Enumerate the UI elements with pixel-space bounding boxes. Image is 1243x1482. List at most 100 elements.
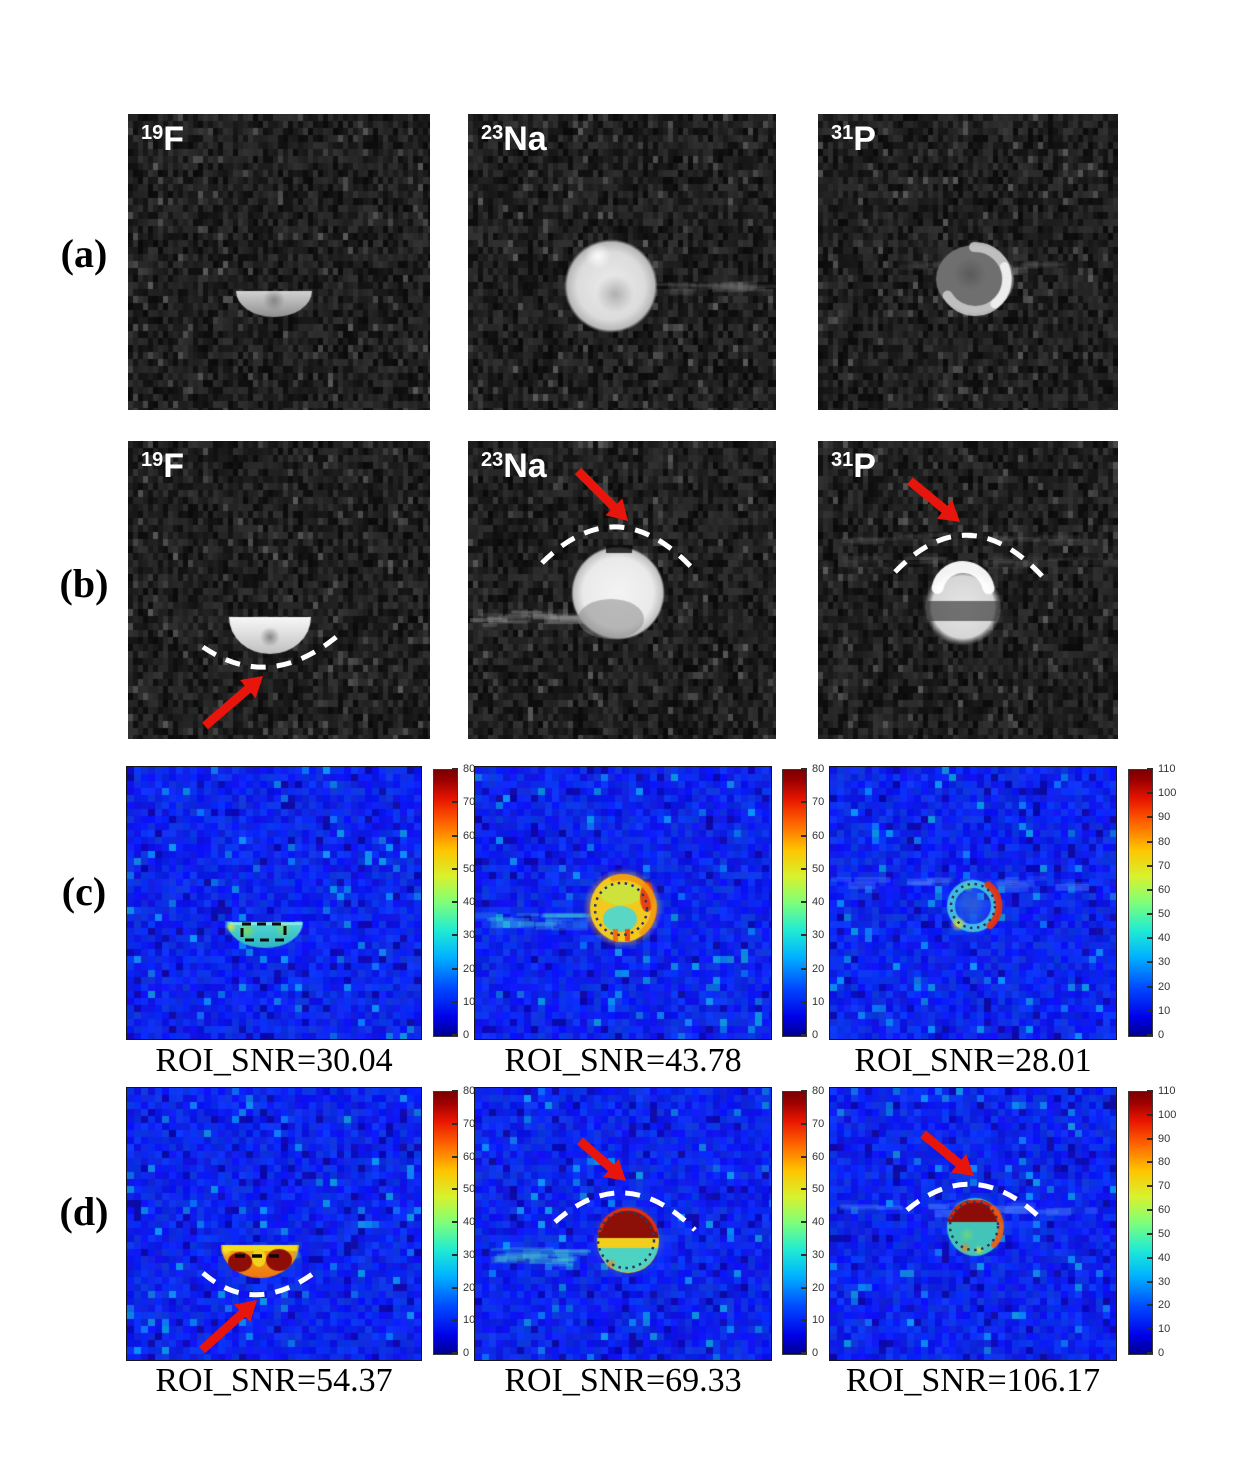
colorbar-tick-mark (1147, 1233, 1153, 1235)
colorbar-tick-mark (452, 801, 458, 803)
colorbar-tick-label: 70 (463, 796, 475, 808)
colorbar-tick-label: 50 (812, 863, 824, 875)
colorbar-tick-label: 0 (463, 1347, 469, 1359)
row-label-b: (b) (42, 560, 126, 607)
colorbar-tick-label: 0 (812, 1347, 818, 1359)
colorbar-tick-label: 100 (1158, 787, 1176, 799)
colorbar-tick-mark (1147, 1281, 1153, 1283)
snr-label: ROI_SNR=30.04 (104, 1042, 444, 1080)
isotope-label: 23Na (481, 122, 547, 156)
colorbar-tick-label: 10 (812, 996, 824, 1008)
colorbar-tick-label: 40 (812, 1216, 824, 1228)
colorbar-tick-label: 50 (463, 863, 475, 875)
colorbar-tick-mark (1147, 1114, 1153, 1116)
colorbar-tick-label: 40 (463, 1216, 475, 1228)
colorbar-tick-mark (452, 1156, 458, 1158)
mri-image-b-31p (818, 441, 1118, 739)
panel-a-31p: 31P (818, 114, 1118, 410)
colorbar-tick-label: 20 (1158, 981, 1170, 993)
colorbar-tick-label: 70 (812, 1118, 824, 1130)
colorbar-tick-label: 60 (1158, 884, 1170, 896)
colorbar-tick-mark (801, 1090, 807, 1092)
panel-a-19f: 19F (128, 114, 430, 410)
colorbar-tick-mark (452, 835, 458, 837)
colorbar-tick-mark (801, 901, 807, 903)
colorbar-tick-mark (452, 1352, 458, 1354)
colorbar-tick-mark (801, 1287, 807, 1289)
panel-b-23na: 23Na (468, 441, 776, 739)
colorbar-tick-mark (1147, 1185, 1153, 1187)
snr-map-d-31p (830, 1088, 1116, 1360)
colorbar-gradient (782, 769, 807, 1037)
colorbar-tick-label: 20 (1158, 1299, 1170, 1311)
colorbar-tick-mark (452, 1221, 458, 1223)
colorbar-tick-label: 10 (463, 1314, 475, 1326)
snr-map-c-31p (830, 767, 1116, 1039)
panel-b-31p: 31P (818, 441, 1118, 739)
colorbar-tick-mark (1147, 913, 1153, 915)
mri-image-b-23na (468, 441, 776, 739)
panel-c-31p (830, 767, 1116, 1039)
colorbar-tick-mark (1147, 1328, 1153, 1330)
colorbar-tick-mark (1147, 1090, 1153, 1092)
colorbar-tick-label: 30 (1158, 956, 1170, 968)
colorbar-tick-mark (452, 868, 458, 870)
colorbar-tick-mark (1147, 841, 1153, 843)
colorbar-tick-mark (452, 768, 458, 770)
colorbar-tick-label: 50 (1158, 1228, 1170, 1240)
isotope-label: 19F (141, 449, 184, 483)
colorbar-tick-label: 0 (1158, 1347, 1164, 1359)
colorbar-tick-label: 20 (463, 1282, 475, 1294)
colorbar-tick-mark (801, 1319, 807, 1321)
snr-label: ROI_SNR=43.78 (453, 1042, 793, 1080)
colorbar-tick-mark (801, 1123, 807, 1125)
isotope-symbol: Na (503, 120, 546, 158)
snr-label: ROI_SNR=54.37 (104, 1362, 444, 1400)
snr-map-d-23na (475, 1088, 771, 1360)
colorbar-tick-mark (801, 1254, 807, 1256)
colorbar-tick-mark (1147, 1209, 1153, 1211)
colorbar-tick-mark (1147, 1352, 1153, 1354)
isotope-symbol: P (853, 447, 876, 485)
colorbar-tick-mark (452, 1090, 458, 1092)
colorbar-tick-mark (452, 1254, 458, 1256)
figure: (a) 19F 23Na 31P (b) 19F 23Na 31P (c) 0 10 20 30 40 50… (0, 0, 1243, 1482)
colorbar-tick-mark (801, 868, 807, 870)
colorbar-tick-mark (801, 1034, 807, 1036)
colorbar-tick-mark (1147, 1257, 1153, 1259)
colorbar-tick-mark (1147, 889, 1153, 891)
snr-label: ROI_SNR=69.33 (453, 1362, 793, 1400)
colorbar-tick-label: 20 (463, 963, 475, 975)
panel-c-23na (475, 767, 771, 1039)
snr-label: ROI_SNR=106.17 (803, 1362, 1143, 1400)
colorbar-tick-label: 100 (1158, 1109, 1176, 1121)
colorbar-gradient (1128, 1091, 1153, 1355)
colorbar-tick-label: 0 (1158, 1029, 1164, 1041)
panel-d-23na (475, 1088, 771, 1360)
colorbar-tick-label: 50 (1158, 908, 1170, 920)
colorbar-tick-label: 110 (1158, 1085, 1176, 1097)
mri-image-b-19f (128, 441, 430, 739)
colorbar-tick-label: 40 (463, 896, 475, 908)
colorbar-tick-label: 40 (1158, 1252, 1170, 1264)
colorbar-tick-label: 70 (1158, 860, 1170, 872)
colorbar-tick-label: 80 (463, 763, 475, 775)
colorbar-tick-label: 80 (812, 1085, 824, 1097)
colorbar-tick-mark (1147, 768, 1153, 770)
colorbar-tick-label: 110 (1158, 763, 1176, 775)
isotope-mass-number: 31 (831, 449, 853, 471)
colorbar-tick-mark (452, 1188, 458, 1190)
colorbar-tick-label: 20 (812, 1282, 824, 1294)
isotope-label: 19F (141, 122, 184, 156)
isotope-label: 31P (831, 122, 876, 156)
isotope-mass-number: 19 (141, 122, 163, 144)
colorbar-tick-label: 20 (812, 963, 824, 975)
colorbar-tick-mark (1147, 1304, 1153, 1306)
colorbar-tick-label: 40 (1158, 932, 1170, 944)
snr-map-c-23na (475, 767, 771, 1039)
colorbar-gradient (433, 769, 458, 1037)
colorbar-tick-label: 80 (1158, 1156, 1170, 1168)
colorbar-tick-mark (452, 1034, 458, 1036)
colorbar-tick-label: 30 (812, 1249, 824, 1261)
colorbar-tick-label: 90 (1158, 1133, 1170, 1145)
